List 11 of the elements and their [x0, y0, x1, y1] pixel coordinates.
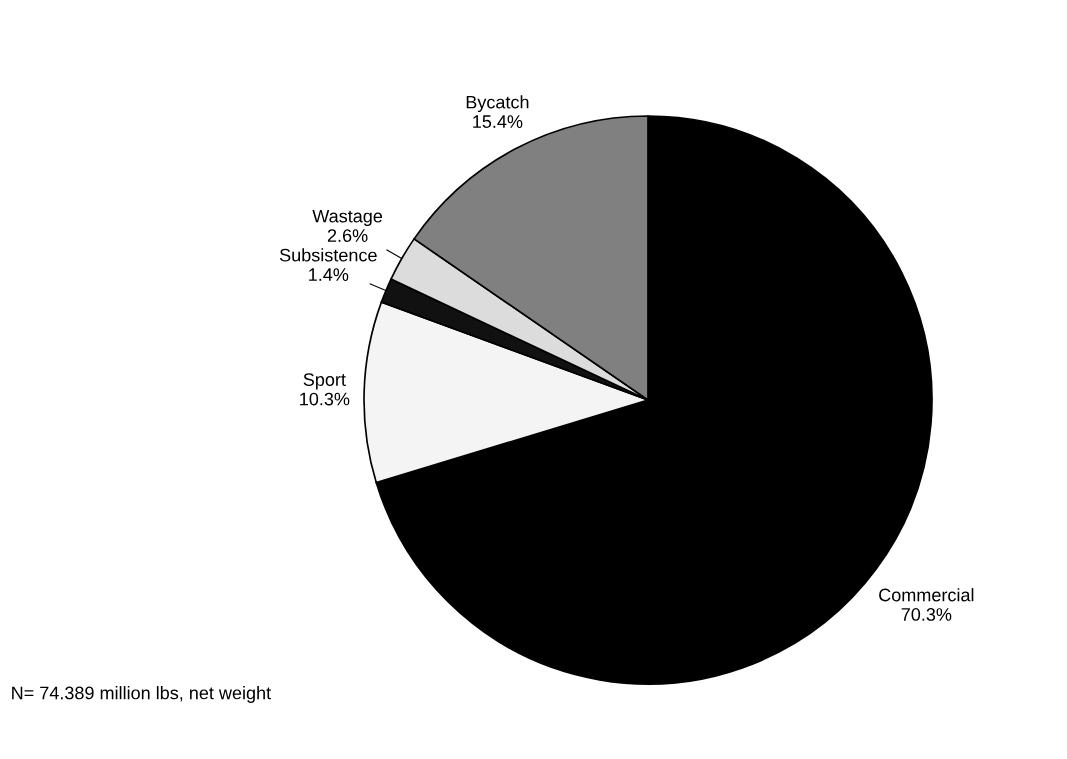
slice-label: Wastage [312, 209, 383, 227]
slice-label: Subsistence [279, 248, 377, 262]
text: N= 74.389 million lbs, net weight [12, 686, 271, 703]
data-label: 10.3% [300, 392, 350, 406]
data-label: 1.4% [309, 268, 349, 281]
data-label: 15.4% [473, 115, 523, 128]
slice-label: Commercial [879, 588, 974, 602]
slice-label: Sport [303, 373, 346, 390]
data-label: 70.3% [901, 608, 952, 621]
slice-label: Bycatch [466, 95, 529, 113]
data-label: 2.6% [327, 229, 368, 242]
